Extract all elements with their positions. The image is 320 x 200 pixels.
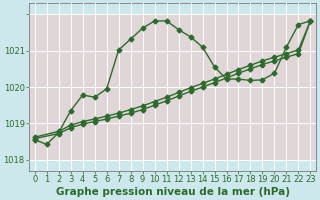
- X-axis label: Graphe pression niveau de la mer (hPa): Graphe pression niveau de la mer (hPa): [56, 187, 290, 197]
- Bar: [29, 14, 316, 51]
- Bar: [29, 123, 316, 160]
- Bar: [29, 51, 316, 87]
- Bar: [29, 87, 316, 123]
